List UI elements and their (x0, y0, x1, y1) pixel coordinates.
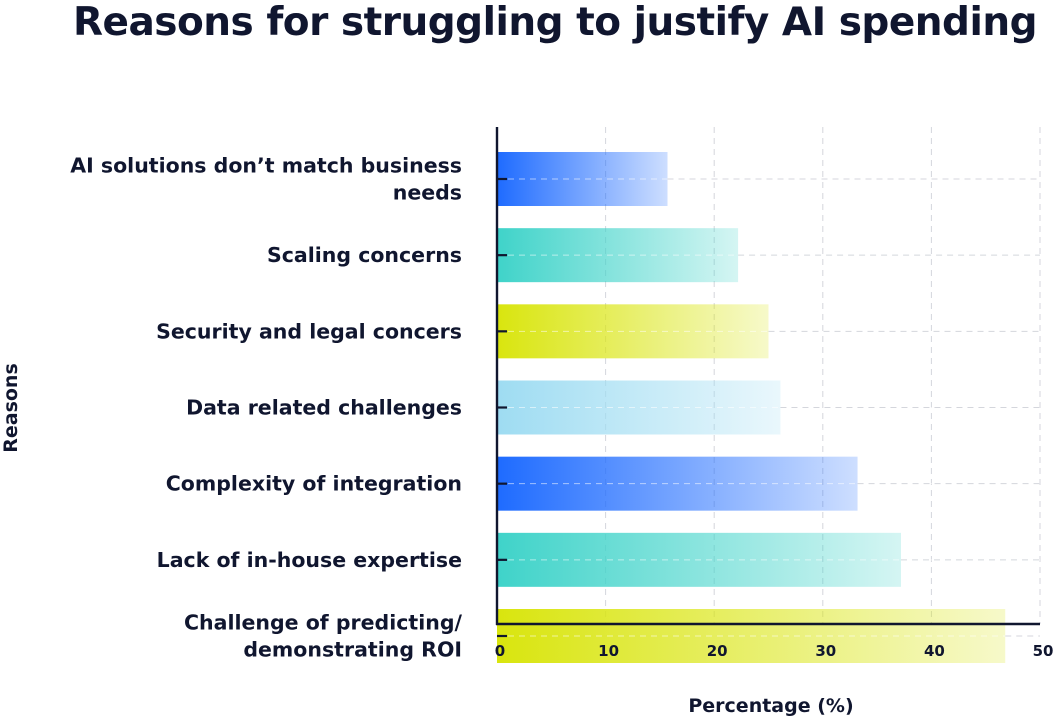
category-label: demonstrating ROI (243, 638, 462, 662)
x-tick-label: 20 (707, 642, 728, 660)
grid-lines (605, 127, 1041, 624)
category-label: Scaling concerns (267, 243, 462, 267)
x-tick-labels: 0 10 20 30 40 50 (495, 642, 1054, 660)
x-tick-label: 40 (924, 642, 945, 660)
category-label: Lack of in-house expertise (157, 548, 462, 572)
bar (497, 152, 668, 206)
category-label: Challenge of predicting/ (184, 611, 463, 635)
category-labels: AI solutions don’t match business needs Sc… (70, 154, 462, 662)
category-label: Complexity of integration (166, 472, 462, 496)
grid-overlay (497, 178, 1040, 637)
y-axis-title: Reasons (0, 363, 22, 453)
category-label: Security and legal concers (156, 319, 462, 343)
x-tick-label: 0 (495, 642, 505, 660)
x-tick-label: 50 (1033, 642, 1054, 660)
category-label: AI solutions don’t match business (70, 154, 462, 178)
category-label: Data related challenges (186, 396, 462, 420)
category-label: needs (393, 181, 462, 205)
chart-title: Reasons for struggling to justify AI spe… (72, 0, 1038, 45)
bar (497, 380, 781, 435)
x-tick-label: 10 (598, 642, 619, 660)
x-tick-label: 30 (815, 642, 836, 660)
axes (495, 127, 1040, 638)
x-axis-title: Percentage (%) (688, 695, 853, 717)
